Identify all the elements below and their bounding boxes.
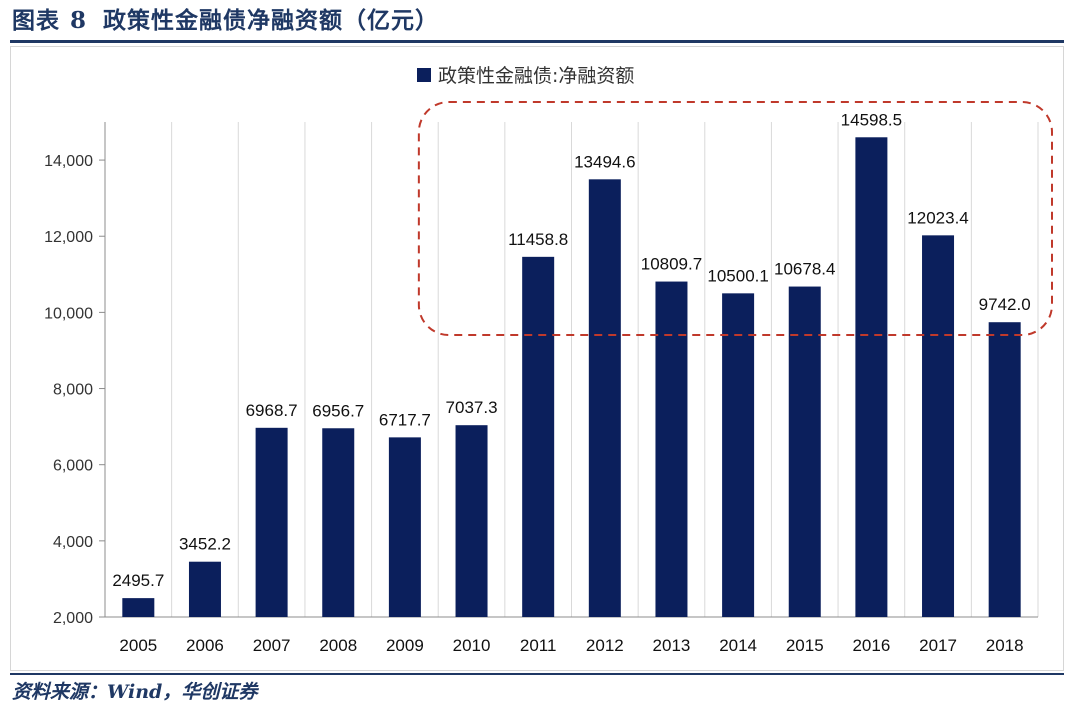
figure-number: 8 [70,7,88,34]
x-tick-label: 2016 [852,636,890,655]
x-tick-label: 2010 [453,636,491,655]
data-label: 3452.2 [179,535,231,554]
y-tick-label: 12,000 [44,229,93,246]
x-tick-label: 2005 [119,636,157,655]
data-label: 9742.0 [979,295,1031,314]
figure-label: 图表 [12,7,60,34]
data-label: 10500.1 [707,266,768,285]
x-tick-label: 2015 [786,636,824,655]
x-tick-label: 2007 [253,636,291,655]
source-rule [10,673,1064,675]
y-tick-label: 8,000 [53,382,93,399]
data-label: 12023.4 [907,208,968,227]
x-tick-label: 2013 [653,636,691,655]
figure-title-text: 政策性金融债净融资额（亿元） [103,7,440,34]
bar-2008 [322,428,355,617]
bar-2017 [922,235,955,617]
legend-label: 政策性金融债:净融资额 [438,65,634,87]
x-tick-label: 2011 [520,636,557,655]
data-label: 14598.5 [841,110,902,129]
x-tick-label: 2018 [986,636,1024,655]
bar-2009 [388,437,421,617]
data-label: 2495.7 [112,571,164,590]
source-note: 资料来源：Wind，华创证券 [12,681,258,703]
x-tick-label: 2017 [919,636,957,655]
highlight-box [417,101,1054,336]
y-tick-label: 4,000 [53,534,93,551]
x-tick-label: 2014 [719,636,757,655]
bar-2012 [588,179,621,618]
bar-2006 [188,561,221,617]
data-label: 6956.7 [312,401,364,420]
legend-swatch [417,68,431,82]
x-tick-label: 2012 [586,636,624,655]
figure-title: 图表 8 政策性金融债净融资额（亿元） [12,4,439,38]
bar-2013 [655,281,688,617]
bar-2011 [522,256,555,617]
data-label: 10809.7 [641,255,702,274]
y-tick-label: 14,000 [44,153,93,170]
y-tick-label: 10,000 [44,305,93,322]
chart-frame [10,46,1064,671]
data-label: 11458.8 [508,230,568,249]
bar-2016 [855,137,888,617]
data-label: 7037.3 [446,398,498,417]
y-tick-label: 6,000 [53,458,93,475]
data-label: 10678.4 [774,260,835,279]
bar-2010 [455,425,488,617]
bar-2014 [722,293,755,617]
data-label: 13494.6 [574,152,635,171]
data-label: 6717.7 [379,410,431,429]
bar-2005 [122,598,155,617]
x-tick-label: 2009 [386,636,424,655]
data-label: 6968.7 [246,401,298,420]
x-tick-label: 2006 [186,636,224,655]
bar-2018 [988,322,1021,617]
bar-2007 [255,427,288,617]
title-rule [10,40,1064,43]
bar-2015 [788,286,821,617]
x-tick-label: 2008 [319,636,357,655]
y-tick-label: 2,000 [53,610,93,627]
